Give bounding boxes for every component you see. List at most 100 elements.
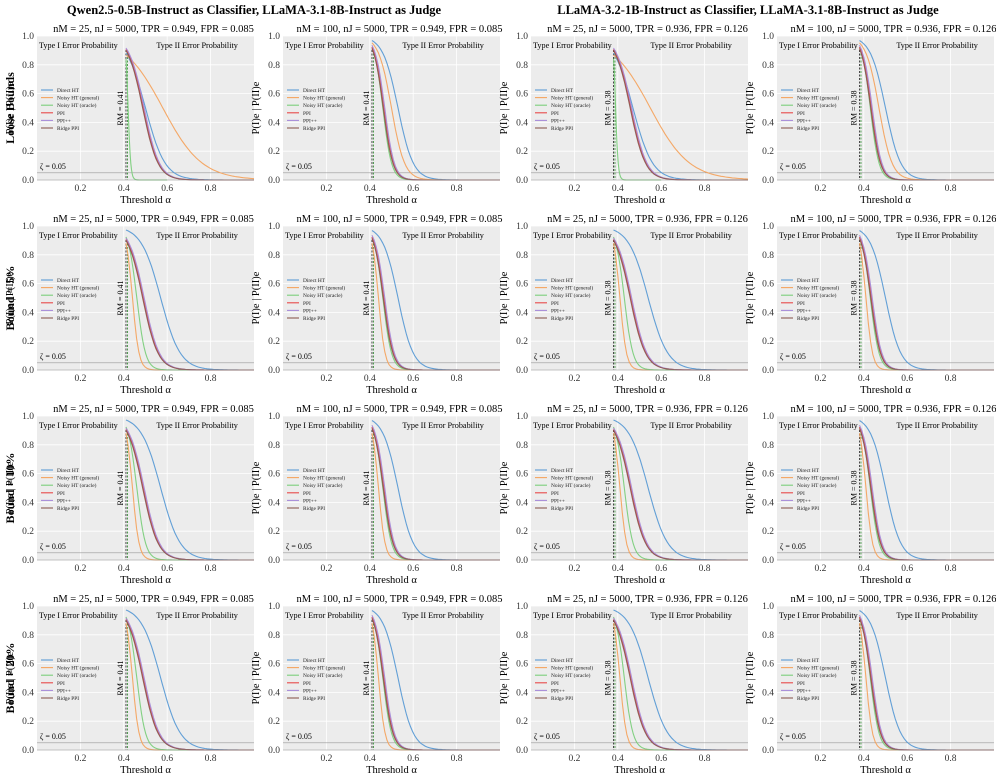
subplot-r3-c1: nM = 25, nJ = 5000, TPR = 0.949, FPR = 0…	[5, 404, 254, 586]
legend-label: Noisy HT (general)	[303, 95, 345, 102]
legend-label: Direct HT	[797, 88, 820, 94]
legend-label: Noisy HT (oracle)	[551, 292, 591, 299]
region-label-type1: Type I Error Probability	[39, 231, 119, 240]
y-tick-label: 0.8	[22, 631, 34, 641]
x-tick-label: 0.2	[74, 754, 86, 764]
zeta-label: ζ = 0.05	[40, 732, 66, 741]
y-tick-label: 0.0	[22, 746, 34, 756]
rm-label: RM = 0.38	[603, 471, 612, 506]
legend-label: Direct HT	[551, 468, 574, 474]
y-tick-label: 0.0	[516, 176, 528, 186]
subplot-r2-c3: nM = 25, nJ = 5000, TPR = 0.936, FPR = 0…	[499, 214, 748, 396]
x-axis-label: Threshold α	[614, 765, 665, 776]
y-tick-label: 0.2	[516, 147, 528, 157]
x-axis-label: Threshold α	[860, 195, 911, 206]
subplot-r1-c3: nM = 25, nJ = 5000, TPR = 0.936, FPR = 0…	[499, 24, 749, 206]
y-tick-label: 1.0	[22, 32, 34, 42]
region-label-type2: Type II Error Probability	[156, 611, 238, 620]
x-tick-label: 0.8	[205, 184, 217, 194]
y-tick-label: 0.8	[22, 251, 34, 261]
subplot-r4-c4: nM = 100, nJ = 5000, TPR = 0.936, FPR = …	[745, 594, 996, 776]
legend-label: PPI	[797, 111, 805, 117]
y-tick-label: 0.6	[762, 470, 774, 480]
y-tick-label: 0.0	[762, 176, 774, 186]
y-tick-label: 0.2	[268, 147, 280, 157]
y-tick-label: 0.8	[268, 251, 280, 261]
y-tick-label: 0.8	[516, 631, 528, 641]
legend-label: Ridge PPI	[57, 506, 79, 512]
legend-label: PPI	[303, 111, 311, 117]
x-axis-label: Threshold α	[120, 765, 171, 776]
region-label-type1: Type I Error Probability	[285, 611, 365, 620]
x-tick-label: 0.4	[612, 374, 624, 384]
x-tick-label: 0.8	[451, 374, 463, 384]
legend-label: Ridge PPI	[797, 316, 819, 322]
legend-label: PPI++	[551, 498, 565, 504]
zeta-label: ζ = 0.05	[40, 352, 66, 361]
legend-label: PPI	[797, 301, 805, 307]
x-tick-label: 0.8	[205, 564, 217, 574]
legend-label: Noisy HT (oracle)	[303, 292, 343, 299]
x-tick-label: 0.4	[612, 184, 624, 194]
subplot-r2-c2: nM = 100, nJ = 5000, TPR = 0.949, FPR = …	[251, 214, 503, 396]
y-tick-label: 0.2	[268, 337, 280, 347]
subplot-r1-c1: nM = 25, nJ = 5000, TPR = 0.949, FPR = 0…	[5, 24, 255, 206]
legend-label: Noisy HT (oracle)	[57, 482, 97, 489]
x-tick-label: 0.8	[205, 374, 217, 384]
x-tick-label: 0.6	[161, 564, 173, 574]
y-tick-label: 1.0	[762, 412, 774, 422]
y-tick-label: 0.6	[268, 90, 280, 100]
x-axis-label: Threshold α	[860, 765, 911, 776]
subplot-title: nM = 25, nJ = 5000, TPR = 0.949, FPR = 0…	[53, 404, 254, 415]
legend-label: Ridge PPI	[797, 696, 819, 702]
rm-label: RM = 0.41	[362, 281, 371, 316]
legend-label: Noisy HT (general)	[797, 475, 839, 482]
y-tick-label: 0.2	[22, 527, 34, 537]
region-label-type1: Type I Error Probability	[285, 41, 365, 50]
x-tick-label: 0.6	[407, 374, 419, 384]
legend-label: PPI++	[797, 308, 811, 314]
x-tick-label: 0.6	[901, 564, 913, 574]
zeta-label: ζ = 0.05	[780, 162, 806, 171]
x-tick-label: 0.8	[451, 564, 463, 574]
x-tick-label: 0.6	[407, 754, 419, 764]
legend-label: Ridge PPI	[303, 696, 325, 702]
y-tick-label: 0.0	[762, 746, 774, 756]
x-tick-label: 0.8	[205, 754, 217, 764]
y-tick-label: 0.6	[516, 470, 528, 480]
legend-label: Noisy HT (oracle)	[551, 482, 591, 489]
legend-label: Ridge PPI	[57, 696, 79, 702]
y-tick-label: 0.4	[22, 498, 34, 508]
y-tick-label: 0.2	[268, 527, 280, 537]
plot-background	[531, 36, 748, 180]
legend-label: PPI++	[797, 498, 811, 504]
x-tick-label: 0.8	[945, 184, 957, 194]
legend-label: Ridge PPI	[551, 316, 573, 322]
y-tick-label: 1.0	[762, 222, 774, 232]
legend-label: Noisy HT (oracle)	[797, 102, 837, 109]
subplot-r1-c4: nM = 100, nJ = 5000, TPR = 0.936, FPR = …	[745, 24, 996, 206]
rm-label: RM = 0.41	[116, 661, 125, 696]
x-axis-label: Threshold α	[120, 195, 171, 206]
x-tick-label: 0.6	[901, 754, 913, 764]
zeta-label: ζ = 0.05	[780, 732, 806, 741]
y-tick-label: 0.2	[762, 147, 774, 157]
legend-label: Noisy HT (general)	[797, 665, 839, 672]
legend-label: Ridge PPI	[797, 126, 819, 132]
y-axis-label: P(I)e | P(II)e	[5, 81, 16, 134]
rm-label: RM = 0.41	[362, 91, 371, 126]
x-axis-label: Threshold α	[860, 385, 911, 396]
region-label-type2: Type II Error Probability	[650, 611, 732, 620]
legend-label: Noisy HT (oracle)	[57, 292, 97, 299]
y-tick-label: 0.6	[762, 280, 774, 290]
y-tick-label: 0.2	[516, 717, 528, 727]
rm-label: RM = 0.41	[116, 91, 125, 126]
legend-label: Ridge PPI	[57, 126, 79, 132]
y-tick-label: 0.0	[268, 366, 280, 376]
subplot-title: nM = 25, nJ = 5000, TPR = 0.936, FPR = 0…	[547, 214, 748, 225]
legend-label: Ridge PPI	[57, 316, 79, 322]
rm-label: RM = 0.41	[116, 471, 125, 506]
series-line-noisy-ht-general-	[613, 54, 749, 180]
legend-label: Direct HT	[551, 278, 574, 284]
